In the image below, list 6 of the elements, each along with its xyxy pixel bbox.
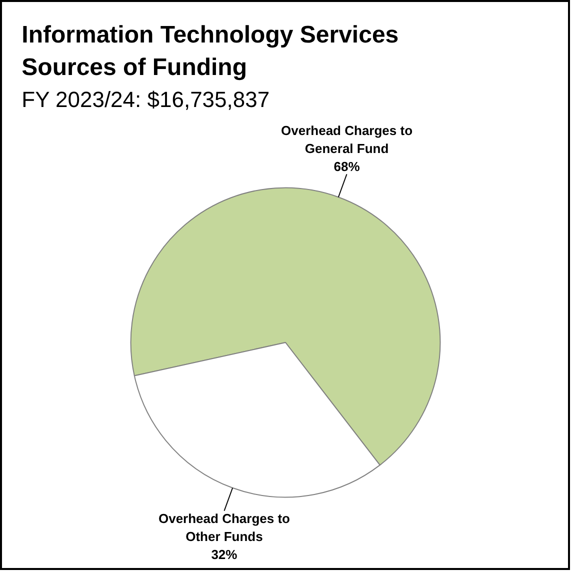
chart-title: Information Technology Services Sources of Funding <box>22 22 399 82</box>
chart-subtitle: FY 2023/24: $16,735,837 <box>22 86 270 112</box>
slice-label: Overhead Charges to Other Funds <box>158 510 290 544</box>
data-label: 68% <box>334 159 360 174</box>
data-label: 32% <box>211 546 238 562</box>
slice-label: Overhead Charges to General Fund <box>281 123 413 156</box>
